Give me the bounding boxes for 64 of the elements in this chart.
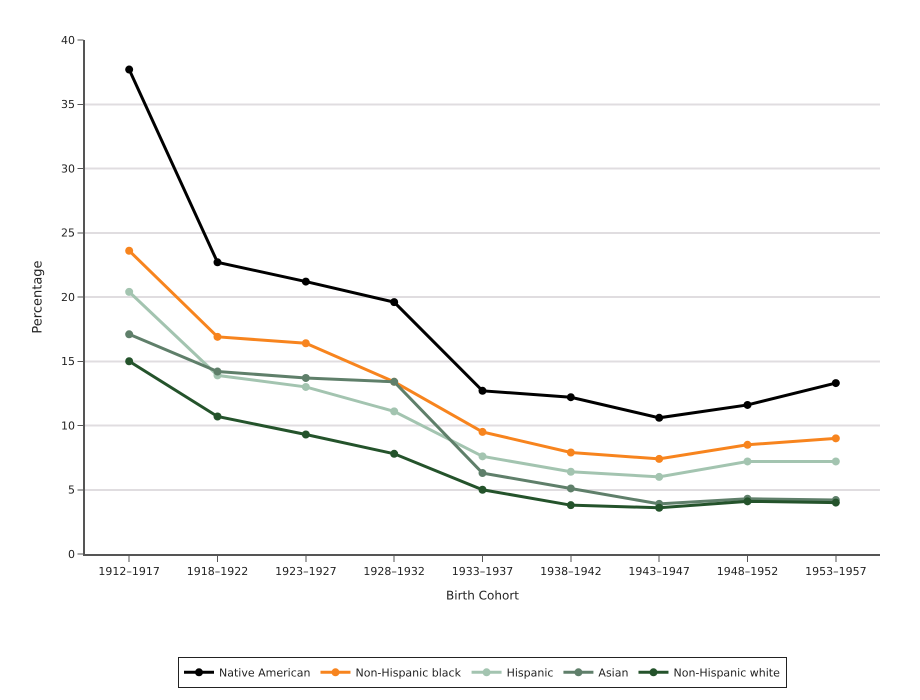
point bbox=[390, 450, 398, 458]
point bbox=[214, 332, 222, 341]
legend-label: Non-Hispanic black bbox=[355, 666, 462, 680]
point bbox=[390, 298, 398, 306]
point bbox=[478, 428, 486, 436]
point bbox=[744, 497, 752, 506]
x-axis-title: Birth Cohort bbox=[446, 588, 520, 602]
point bbox=[478, 452, 486, 460]
x-tick-label: 1928–1932 bbox=[363, 564, 425, 578]
point bbox=[390, 407, 398, 416]
y-tick-label: 15 bbox=[61, 355, 76, 368]
y-tick-label: 20 bbox=[61, 290, 76, 304]
point bbox=[302, 382, 310, 391]
point bbox=[125, 357, 134, 366]
point bbox=[566, 393, 575, 402]
point bbox=[832, 379, 840, 388]
x-tick-label: 1953–1957 bbox=[805, 564, 867, 578]
point bbox=[302, 430, 310, 438]
y-tick-label: 5 bbox=[68, 484, 76, 497]
y-tick-label: 10 bbox=[61, 419, 76, 432]
point bbox=[744, 400, 752, 409]
point bbox=[744, 457, 752, 466]
x-tick-label: 1938–1942 bbox=[540, 564, 602, 578]
point bbox=[478, 469, 486, 478]
point bbox=[566, 484, 575, 492]
point bbox=[655, 454, 664, 463]
point bbox=[832, 434, 840, 442]
point bbox=[478, 386, 486, 395]
point bbox=[125, 66, 134, 74]
x-tick-label: 1943–1947 bbox=[628, 564, 690, 578]
point bbox=[214, 258, 222, 266]
point bbox=[125, 288, 134, 296]
point bbox=[302, 374, 310, 382]
point bbox=[566, 468, 575, 476]
y-tick-label: 40 bbox=[61, 34, 76, 47]
point bbox=[478, 486, 486, 494]
y-tick-label: 35 bbox=[61, 98, 76, 112]
point bbox=[214, 412, 222, 421]
y-tick-label: 25 bbox=[61, 226, 76, 240]
point bbox=[125, 246, 134, 255]
x-tick-label: 1948–1952 bbox=[716, 564, 778, 578]
point bbox=[744, 440, 752, 449]
point bbox=[655, 504, 664, 512]
point bbox=[655, 472, 664, 481]
point bbox=[832, 457, 840, 466]
point bbox=[302, 278, 310, 286]
y-tick-label: 0 bbox=[68, 548, 76, 561]
x-tick-label: 1912–1917 bbox=[98, 564, 160, 578]
legend-label: Asian bbox=[598, 666, 628, 680]
x-tick-label: 1923–1927 bbox=[275, 564, 337, 578]
y-axis-title: Percentage bbox=[30, 260, 46, 334]
point bbox=[302, 339, 310, 348]
legend-label: Hispanic bbox=[506, 666, 554, 680]
point bbox=[832, 498, 840, 507]
legend-label: Native American bbox=[219, 666, 310, 680]
point bbox=[566, 501, 575, 510]
point bbox=[125, 330, 134, 338]
x-tick-label: 1918–1922 bbox=[186, 564, 248, 578]
point bbox=[655, 414, 664, 422]
legend-label: Non-Hispanic white bbox=[673, 666, 780, 680]
point bbox=[214, 368, 222, 376]
x-tick-label: 1933–1937 bbox=[452, 564, 514, 578]
y-tick-label: 30 bbox=[61, 162, 76, 176]
point bbox=[566, 448, 575, 456]
